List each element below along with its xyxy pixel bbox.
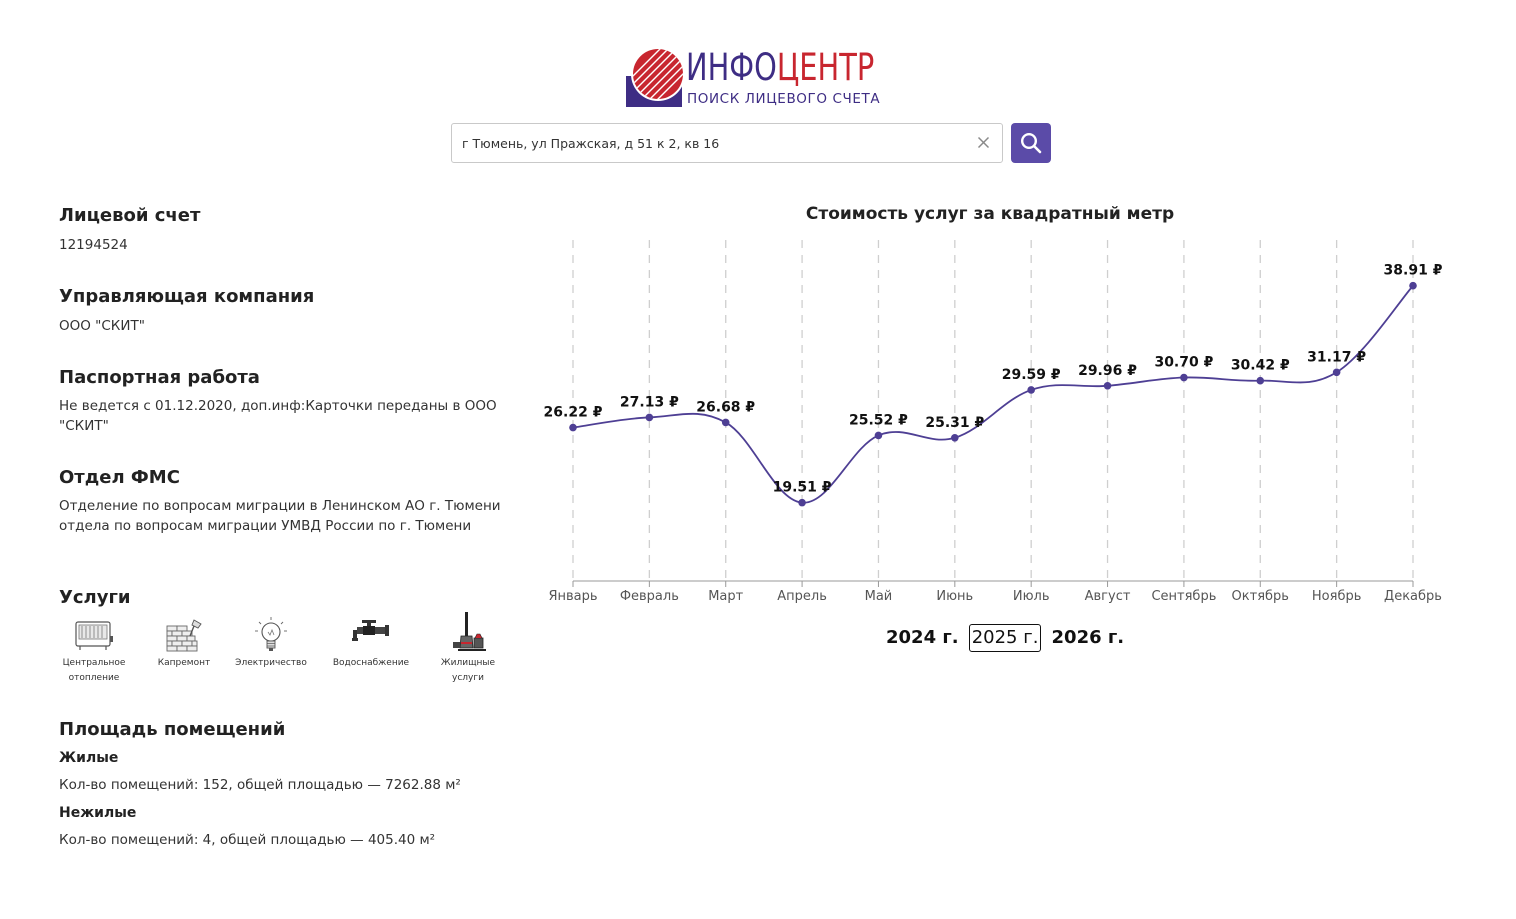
price-chart: Январь Февраль Март Апрель Май Июнь Июль Август…	[544, 240, 1443, 604]
logo-title-part2: ЦЕНТР	[776, 46, 875, 89]
x-tick-label: Декабрь	[1384, 589, 1442, 604]
residential-title: Жилые	[59, 750, 119, 766]
x-tick-label: Август	[1085, 589, 1131, 604]
service-label-water: Водоснабжение	[332, 658, 410, 668]
passport-title: Паспортная работа	[59, 367, 260, 388]
search-box	[451, 123, 1003, 163]
data-label: 30.70 ₽	[1154, 355, 1213, 371]
data-label: 25.31 ₽	[925, 415, 984, 431]
data-point	[798, 498, 806, 507]
logo-subtitle: ПОИСК ЛИЦЕВОГО СЧЕТА	[687, 91, 881, 107]
account-number: 12194524	[59, 237, 128, 253]
x-tick-label: Сентябрь	[1151, 589, 1216, 604]
data-point	[951, 433, 959, 442]
management-title: Управляющая компания	[59, 286, 315, 307]
search-icon	[1020, 132, 1042, 154]
data-label: 29.96 ₽	[1078, 363, 1137, 379]
residential-text: Кол-во помещений: 152, общей площадью — …	[59, 777, 461, 793]
year-2026[interactable]: 2026 г.	[1051, 627, 1125, 648]
year-2024[interactable]: 2024 г.	[886, 627, 959, 648]
management-section: Управляющая компания ООО "СКИТ"	[59, 285, 519, 337]
service-label-electricity: Электричество	[235, 658, 307, 668]
account-section: Лицевой счет 12194524	[59, 204, 519, 256]
service-item-capital-repair[interactable]: Капремонт	[144, 616, 224, 671]
water-tap-icon	[352, 620, 389, 641]
service-label-heating: Центральное отопление	[62, 658, 126, 683]
data-label: 38.91 ₽	[1384, 263, 1443, 279]
data-label: 27.13 ₽	[620, 394, 679, 410]
x-tick-label: Январь	[548, 589, 597, 604]
data-point	[1027, 386, 1035, 394]
service-item-electricity[interactable]: Электричество	[231, 616, 311, 671]
data-point	[569, 423, 577, 432]
data-label: 31.17 ₽	[1307, 349, 1366, 365]
x-tick-label: Март	[708, 589, 743, 604]
data-point	[874, 431, 883, 440]
area-section: Площадь помещений Жилые Кол-во помещений…	[59, 718, 519, 850]
year-selector: 2024 г. 2025 г. 2026 г.	[884, 624, 1129, 654]
account-title: Лицевой счет	[59, 205, 201, 226]
service-label-capital-repair: Капремонт	[157, 658, 211, 668]
x-tick-label: Октябрь	[1232, 589, 1289, 604]
service-item-housing[interactable]: Жилищные услуги	[428, 612, 508, 686]
lightbulb-icon	[255, 617, 287, 651]
area-title: Площадь помещений	[59, 719, 286, 740]
service-item-water[interactable]: Водоснабжение	[331, 616, 411, 671]
service-item-heating[interactable]: Центральное отопление	[54, 616, 134, 686]
clear-icon[interactable]	[975, 134, 992, 151]
passport-text: Не ведется с 01.12.2020, доп.инф:Карточк…	[59, 398, 497, 434]
data-label: 26.22 ₽	[544, 405, 603, 421]
passport-section: Паспортная работа Не ведется с 01.12.202…	[59, 366, 519, 436]
data-point	[1180, 373, 1188, 382]
nonresidential-title: Нежилые	[59, 805, 137, 821]
fms-text: Отделение по вопросам миграции в Ленинск…	[59, 498, 501, 534]
search-input[interactable]	[462, 124, 962, 162]
radiator-icon	[75, 621, 113, 650]
data-label: 29.59 ₽	[1002, 367, 1061, 383]
brick-wall-icon	[166, 619, 202, 652]
data-label: 19.51 ₽	[773, 480, 832, 496]
services-list: Центральное отопление Капремонт	[59, 612, 529, 696]
x-tick-label: Февраль	[620, 589, 679, 604]
x-tick-label: Ноябрь	[1312, 589, 1361, 604]
data-label: 30.42 ₽	[1231, 358, 1290, 374]
data-point	[1332, 368, 1341, 377]
chart-title: Стоимость услуг за квадратный метр	[805, 204, 1175, 224]
search-button[interactable]	[1011, 123, 1051, 163]
cleaning-tools-icon	[453, 612, 486, 651]
fms-title: Отдел ФМС	[59, 467, 180, 488]
data-point	[721, 418, 730, 427]
x-tick-label: Июль	[1013, 589, 1050, 604]
services-section: Услуги	[59, 586, 519, 610]
data-point	[1103, 381, 1112, 390]
x-tick-label: Апрель	[777, 589, 827, 604]
x-tick-label: Июнь	[936, 589, 973, 604]
year-2025[interactable]: 2025 г.	[968, 624, 1042, 652]
data-point	[1409, 281, 1417, 290]
services-title: Услуги	[59, 587, 131, 608]
logo[interactable]: ИНФОЦЕНТР ПОИСК ЛИЦЕВОГО СЧЕТА	[626, 44, 896, 110]
data-point	[645, 413, 654, 422]
logo-mark-icon	[626, 47, 685, 107]
management-company: ООО "СКИТ"	[59, 318, 145, 334]
series-line	[572, 285, 1414, 504]
fms-section: Отдел ФМС Отделение по вопросам миграции…	[59, 466, 519, 536]
logo-title-part1: ИНФО	[686, 46, 777, 89]
service-label-housing: Жилищные услуги	[440, 658, 496, 683]
data-label: 26.68 ₽	[696, 399, 755, 415]
logo-title: ИНФОЦЕНТР	[686, 46, 874, 90]
nonresidential-text: Кол-во помещений: 4, общей площадью — 40…	[59, 832, 436, 848]
x-tick-label: Май	[865, 589, 893, 604]
data-label: 25.52 ₽	[849, 412, 908, 428]
data-point	[1256, 376, 1265, 385]
